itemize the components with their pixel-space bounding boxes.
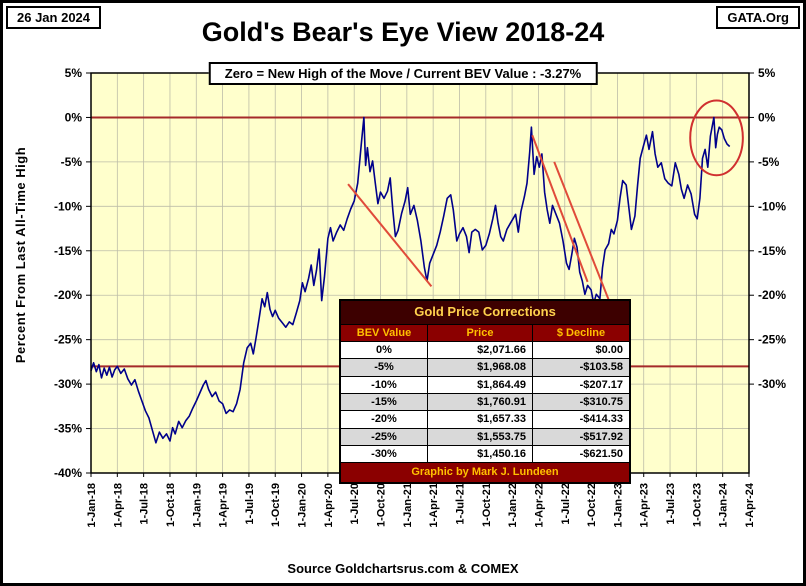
trend-line [553,161,612,305]
table-cell: -$517.92 [532,427,631,446]
y-tick-label-right: -15% [758,244,786,258]
table-cell: $1,864.49 [427,375,533,395]
x-tick-label: 1-Jan-19 [191,483,203,528]
col-header-bev: BEV Value [339,323,428,343]
table-cell: -20% [339,410,428,429]
table-row: -10% $1,864.49 -$207.17 [339,375,631,395]
table-footer: Graphic by Mark J. Lundeen [339,462,631,484]
y-tick-label-left: -5% [61,155,83,169]
x-tick-label: 1-Oct-20 [376,483,388,527]
table-cell: -15% [339,393,428,412]
y-tick-label-left: -40% [54,466,82,480]
x-tick-label: 1-Jan-18 [86,483,98,528]
table-cell: -$414.33 [532,410,631,429]
x-tick-label: 1-Jan-22 [507,483,519,528]
x-tick-label: 1-Oct-23 [691,483,703,527]
trend-line [347,183,433,287]
source-label: Source Goldchartsrus.com & COMEX [287,561,519,576]
x-tick-label: 1-Apr-22 [533,483,545,528]
table-row: 0% $2,071.66 $0.00 [339,341,631,360]
table-row: -20% $1,657.33 -$414.33 [339,410,631,429]
col-header-price: Price [427,323,533,343]
corrections-table-wrap: Gold Price Corrections BEV Value Price $… [339,299,631,484]
y-tick-label-right: -20% [758,288,786,302]
table-cell: $1,760.91 [427,393,533,412]
date-box: 26 Jan 2024 [6,6,102,29]
x-tick-label: 1-Jul-20 [349,483,361,525]
table-title-row: Gold Price Corrections [339,299,631,325]
x-tick-label: 1-Jan-20 [297,483,309,528]
y-tick-label-right: 0% [758,110,776,124]
y-tick-label-left: -30% [54,377,82,391]
table-cell: -$310.75 [532,393,631,412]
bev-chart: 5%0%-5%-10%-15%-20%-25%-30%-35%-40%5%0%-… [54,66,786,528]
y-tick-label-left: 0% [65,110,83,124]
subtitle-box: Zero = New High of the Move / Current BE… [208,62,598,85]
table-cell: $1,450.16 [427,444,533,464]
x-tick-label: 1-Jul-22 [560,483,572,525]
table-cell: $1,553.75 [427,427,533,446]
table-cell: -$207.17 [532,375,631,395]
date-label: 26 Jan 2024 [17,10,91,25]
x-tick-label: 1-Jul-23 [665,483,677,525]
table-cell: -$103.58 [532,358,631,377]
x-tick-label: 1-Apr-18 [112,483,124,528]
gata-org-box: GATA.Org [716,6,800,29]
y-axis-title: Percent From Last All-Time High [13,146,28,364]
table-row: -15% $1,760.91 -$310.75 [339,393,631,412]
x-tick-label: 1-Jan-23 [612,483,624,528]
x-tick-label: 1-Apr-19 [218,483,230,528]
y-tick-label-right: -5% [758,155,780,169]
table-cell: -25% [339,427,428,446]
x-tick-label: 1-Jan-24 [718,482,730,528]
x-tick-label: 1-Jan-21 [402,483,414,528]
y-tick-label-left: 5% [65,66,83,80]
corrections-table: Gold Price Corrections BEV Value Price $… [339,299,631,484]
table-cell: $2,071.66 [427,341,533,360]
y-tick-label-right: -25% [758,333,786,347]
table-cell: $1,968.08 [427,358,533,377]
bev-line [90,116,731,444]
x-tick-label: 1-Oct-22 [586,483,598,527]
table-footer-row: Graphic by Mark J. Lundeen [339,462,631,484]
table-cell: 0% [339,341,428,360]
y-tick-label-left: -20% [54,288,82,302]
y-tick-label-right: -10% [758,199,786,213]
org-label: GATA.Org [727,10,789,25]
table-cell: $1,657.33 [427,410,533,429]
trend-line [531,134,589,283]
x-tick-label: 1-Oct-19 [270,483,282,527]
x-tick-label: 1-Apr-20 [323,483,335,528]
y-tick-label-right: 5% [758,66,776,80]
table-cell: -5% [339,358,428,377]
y-tick-label-right: -30% [758,377,786,391]
table-header-row: BEV Value Price $ Decline [339,323,631,343]
x-tick-label: 1-Jul-19 [244,483,256,525]
x-tick-label: 1-Jul-21 [454,483,466,525]
table-title: Gold Price Corrections [339,299,631,325]
table-cell: -30% [339,444,428,464]
table-row: -25% $1,553.75 -$517.92 [339,427,631,446]
table-cell: -$621.50 [532,444,631,464]
x-tick-label: 1-Jul-18 [139,483,151,525]
highlight-ellipse [689,99,744,177]
x-tick-label: 1-Apr-23 [639,483,651,528]
x-tick-label: 1-Apr-21 [428,483,440,528]
x-tick-label: 1-Oct-21 [481,483,493,527]
page-title: Gold's Bear's Eye View 2018-24 [201,17,605,47]
x-tick-label: 1-Oct-18 [165,483,177,527]
table-cell: $0.00 [532,341,631,360]
x-tick-label: 1-Apr-24 [744,482,756,528]
table-cell: -10% [339,375,428,395]
y-tick-label-left: -25% [54,333,82,347]
col-header-decline: $ Decline [532,323,631,343]
table-row: -5% $1,968.08 -$103.58 [339,358,631,377]
y-tick-label-left: -35% [54,422,82,436]
y-tick-label-left: -10% [54,199,82,213]
table-row: -30% $1,450.16 -$621.50 [339,444,631,464]
y-tick-label-left: -15% [54,244,82,258]
corrections-table-body: 0% $2,071.66 $0.00 -5% $1,968.08 -$103.58 -10%… [339,341,631,464]
